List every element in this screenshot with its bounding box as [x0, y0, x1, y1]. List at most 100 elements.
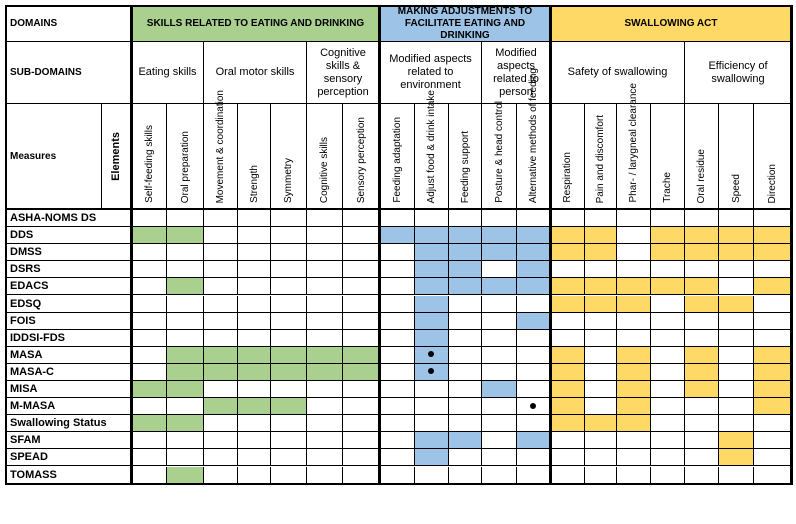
table-cell [754, 432, 792, 450]
table-cell [517, 398, 551, 416]
table-cell [132, 210, 167, 228]
table-cell [167, 466, 204, 484]
table-cell [517, 227, 551, 245]
table-cell [167, 363, 204, 381]
element-header: Phar- / larygneal clearance [617, 83, 651, 210]
table-cell [132, 278, 167, 296]
table-cell [754, 363, 792, 381]
table-cell [585, 346, 617, 364]
table-cell [271, 312, 307, 330]
bullet-marker [428, 368, 434, 375]
table-cell [380, 312, 415, 330]
table-cell [754, 210, 792, 228]
table-cell [132, 329, 167, 347]
table-cell [307, 329, 343, 347]
table-cell [585, 466, 617, 484]
subdomain-header-text: Cognitive skills & sensory perception [317, 46, 369, 98]
table-cell [271, 449, 307, 467]
table-cell [271, 244, 307, 262]
table-cell [271, 381, 307, 399]
table-cell [551, 346, 585, 364]
table-cell [343, 363, 380, 381]
table-cell [651, 295, 685, 313]
table-cell [685, 415, 719, 433]
table-cell [132, 432, 167, 450]
table-cell [307, 227, 343, 245]
table-cell [617, 312, 651, 330]
measure-row-label-text: MASA-C [10, 365, 54, 378]
table-cell [449, 363, 482, 381]
table-cell [685, 261, 719, 279]
table-cell [651, 261, 685, 279]
element-header-text: Oral residue [696, 148, 707, 203]
table-cell [585, 227, 617, 245]
element-header-text: Pain and discomfort [595, 114, 606, 203]
table-cell [238, 398, 271, 416]
domain-header-skills: SKILLS RELATED TO EATING AND DRINKING [132, 6, 380, 42]
measure-row-label-text: DMSS [10, 246, 42, 259]
subdomain-header-text: Modified aspects related to person [493, 46, 539, 98]
table-cell [271, 210, 307, 228]
table-cell [482, 415, 517, 433]
table-cell [238, 278, 271, 296]
subdomains-label-text: SUB-DOMAINS [10, 66, 82, 78]
table-cell [482, 398, 517, 416]
table-cell [238, 346, 271, 364]
table-cell [685, 381, 719, 399]
element-header-text: Symmetry [283, 158, 294, 203]
table-cell [517, 432, 551, 450]
element-header: Posture & head control [482, 101, 517, 210]
table-cell [617, 295, 651, 313]
table-cell [482, 227, 517, 245]
measure-row-label: FOIS [6, 312, 132, 330]
table-cell [238, 363, 271, 381]
measure-row-label-text: MISA [10, 383, 38, 396]
table-cell [517, 278, 551, 296]
table-cell [204, 346, 238, 364]
table-cell [380, 363, 415, 381]
table-cell [754, 449, 792, 467]
table-cell [551, 261, 585, 279]
table-cell [651, 466, 685, 484]
measures-label: Measures [6, 104, 102, 210]
table-cell [132, 295, 167, 313]
measure-row-label: ASHA-NOMS DS [6, 210, 132, 228]
table-cell [719, 312, 754, 330]
table-cell [415, 466, 449, 484]
table-cell [380, 244, 415, 262]
table-cell [204, 363, 238, 381]
table-cell [685, 244, 719, 262]
table-cell [449, 261, 482, 279]
bullet-marker [428, 351, 434, 358]
measure-row-label: DSRS [6, 261, 132, 279]
table-cell [719, 398, 754, 416]
table-cell [204, 210, 238, 228]
table-cell [617, 346, 651, 364]
table-cell [754, 466, 792, 484]
table-cell [132, 346, 167, 364]
table-cell [132, 449, 167, 467]
table-cell [482, 244, 517, 262]
table-cell [685, 398, 719, 416]
table-cell [719, 329, 754, 347]
table-cell [517, 449, 551, 467]
table-cell [307, 432, 343, 450]
table-cell [307, 398, 343, 416]
table-cell [517, 261, 551, 279]
table-cell [551, 210, 585, 228]
table-cell [343, 346, 380, 364]
table-cell [482, 466, 517, 484]
table-cell [719, 261, 754, 279]
table-cell [449, 244, 482, 262]
table-cell [585, 415, 617, 433]
table-cell [551, 312, 585, 330]
table-cell [719, 244, 754, 262]
measure-row-label-text: EDACS [10, 280, 49, 293]
measure-row-label: MASA-C [6, 363, 132, 381]
table-cell [167, 278, 204, 296]
table-cell [343, 261, 380, 279]
table-cell [551, 295, 585, 313]
measure-row-label: EDACS [6, 278, 132, 296]
table-cell [204, 398, 238, 416]
subdomain-header: Cognitive skills & sensory perception [307, 42, 380, 104]
